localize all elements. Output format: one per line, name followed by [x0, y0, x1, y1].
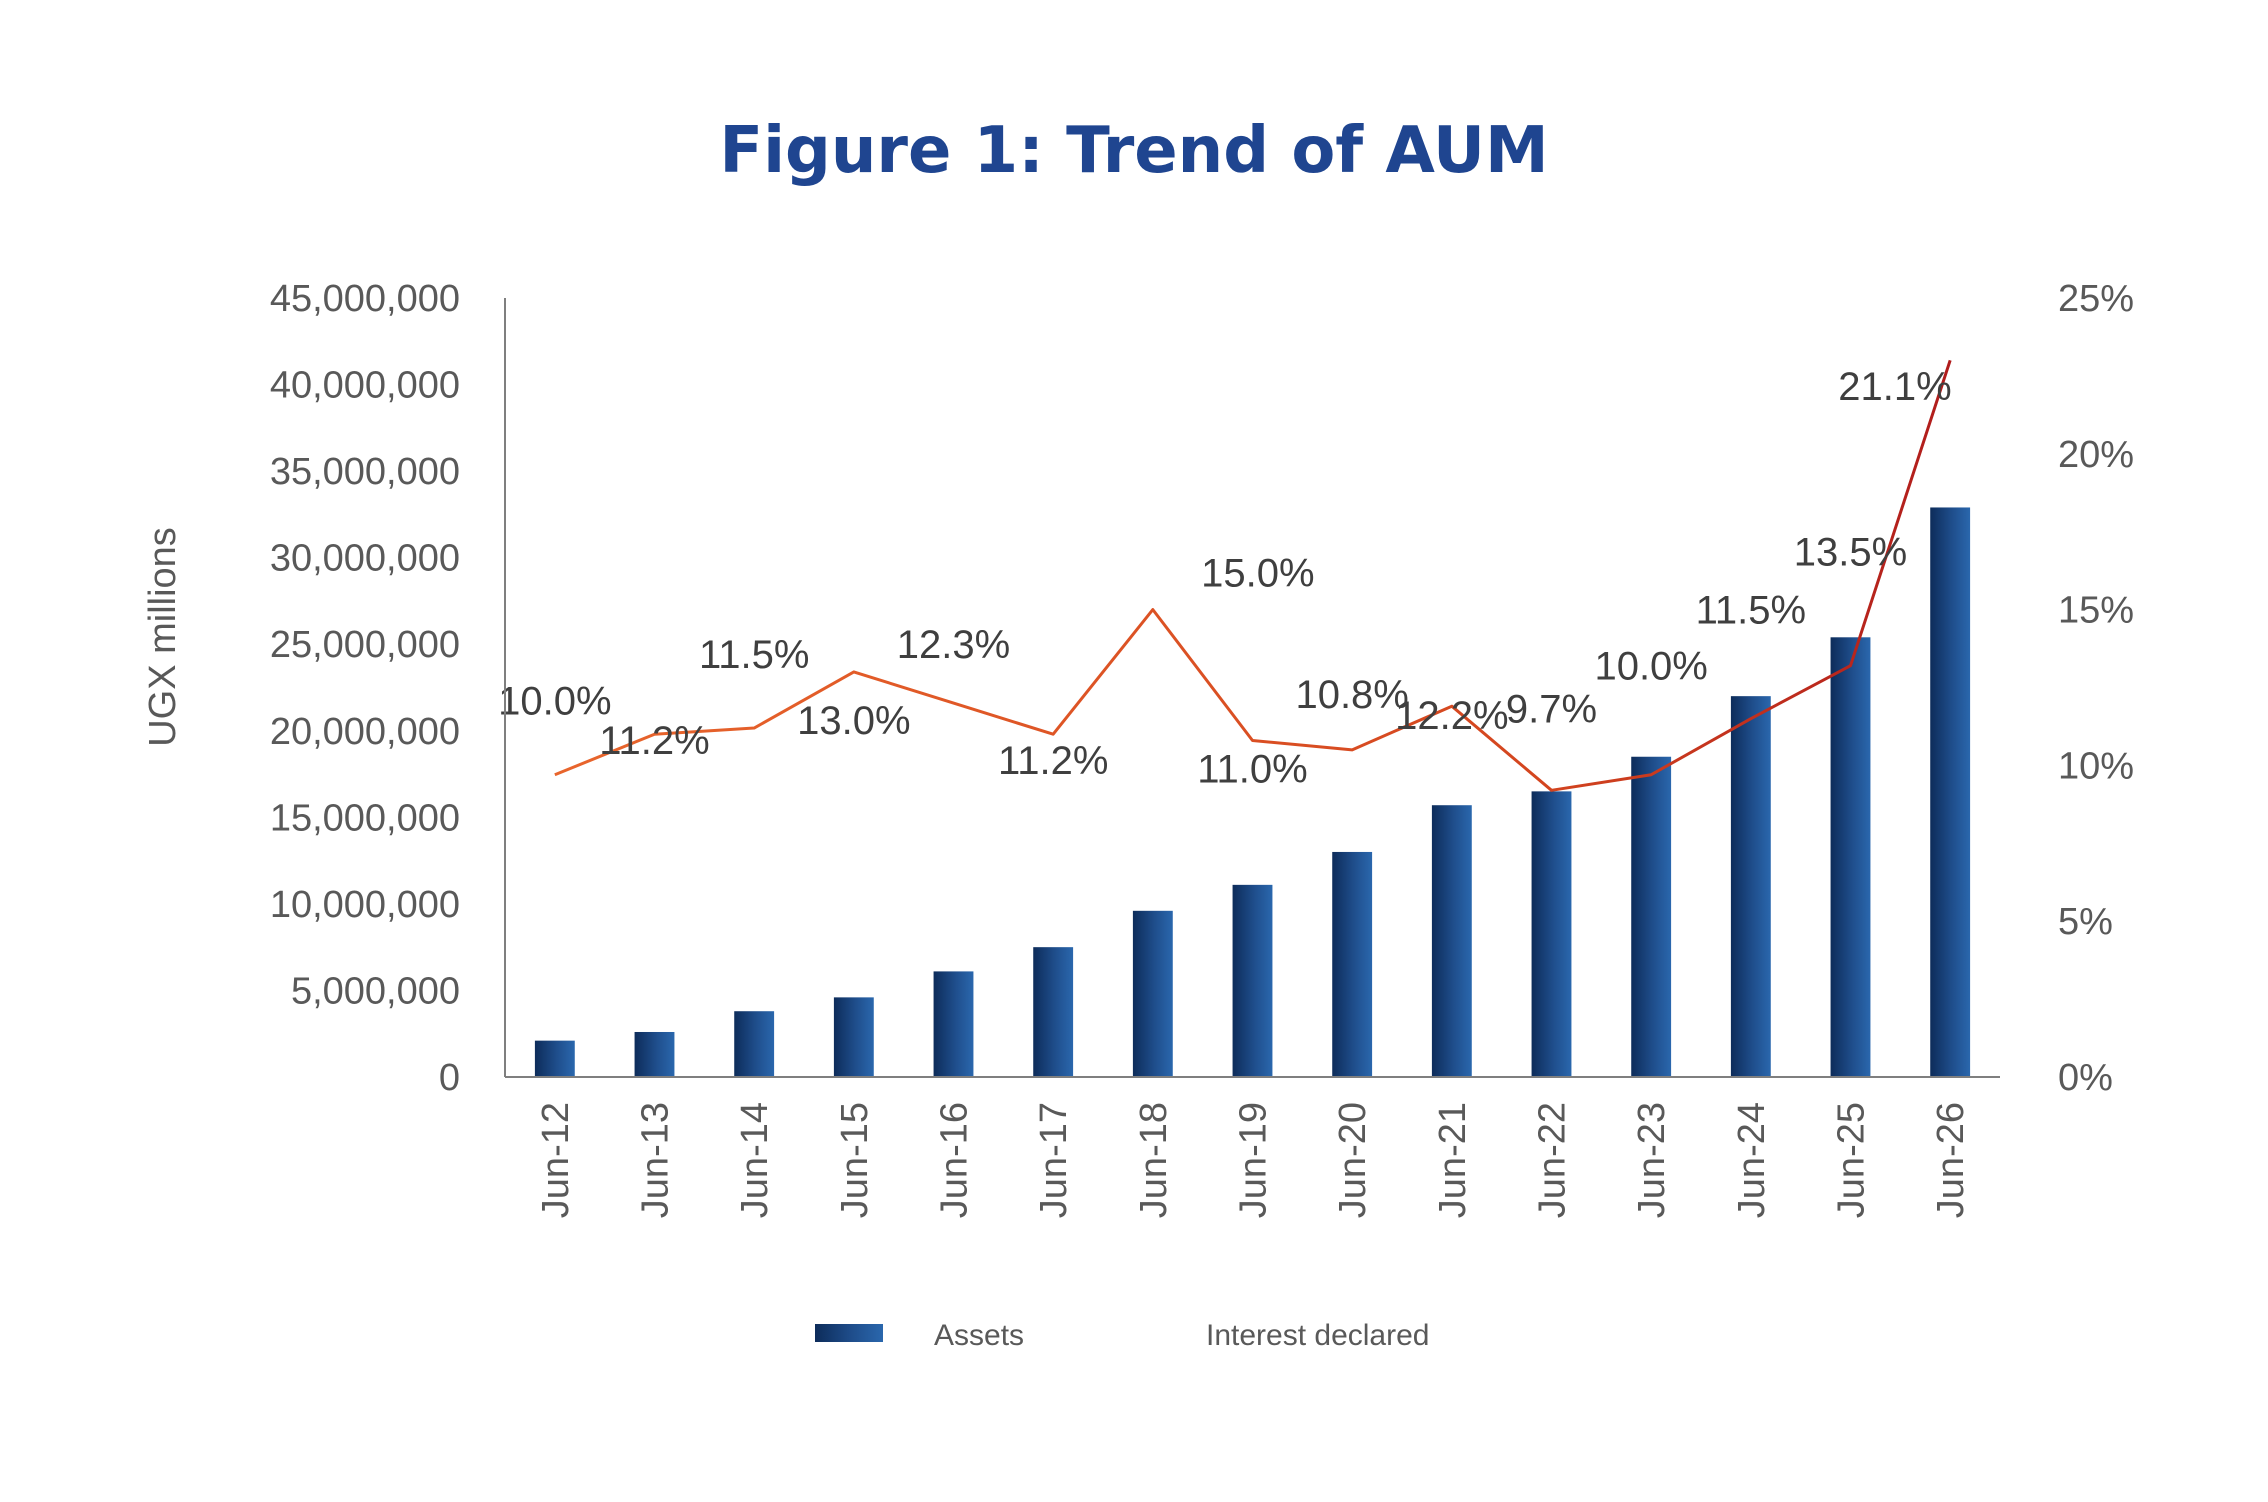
y-tick-label: 5,000,000: [291, 970, 460, 1012]
x-tick-label: Jun-22: [1532, 1102, 1574, 1218]
bar-assets: [1631, 756, 1672, 1077]
x-axis-ticks: Jun-12 Jun-13 Jun-14 Jun-15 Jun-16 Jun-17 Jun-…: [535, 1102, 1972, 1218]
data-labels: 10.0%11.2%11.5%13.0%12.3%11.2%15.0%11.0%…: [498, 365, 1952, 791]
y2-tick-label: 0%: [2058, 1057, 2113, 1099]
legend-label-assets: Assets: [934, 1319, 1024, 1352]
data-label-interest: 10.0%: [498, 680, 611, 724]
y-tick-label: 45,000,000: [270, 278, 460, 320]
x-tick-label: Jun-21: [1432, 1102, 1474, 1218]
bar-assets: [1232, 884, 1273, 1077]
data-label-interest: 15.0%: [1201, 552, 1314, 596]
x-tick-label: Jun-20: [1332, 1102, 1374, 1218]
legend-label-interest: Interest declared: [1206, 1319, 1429, 1352]
data-label-interest: 11.2%: [599, 719, 709, 763]
data-label-interest: 11.5%: [1696, 589, 1806, 633]
y2-tick-label: 5%: [2058, 901, 2113, 943]
y2-tick-label: 20%: [2058, 434, 2134, 476]
bar-assets: [1730, 696, 1771, 1077]
y-tick-label: 25,000,000: [270, 624, 460, 666]
interest-line-layer: [554, 359, 1952, 792]
x-tick-label: Jun-18: [1133, 1102, 1175, 1218]
x-tick-label: Jun-16: [934, 1102, 976, 1218]
y2-tick-label: 25%: [2058, 278, 2134, 320]
data-label-interest: 9.7%: [1506, 687, 1597, 731]
y-tick-label: 30,000,000: [270, 538, 460, 580]
bar-assets: [1132, 910, 1173, 1077]
y-axis-title: UGX millions: [142, 527, 184, 747]
bar-assets: [534, 1040, 575, 1077]
data-label-interest: 12.2%: [1395, 694, 1508, 738]
y-tick-label: 35,000,000: [270, 451, 460, 493]
data-label-interest: 13.0%: [797, 699, 910, 743]
data-label-interest: 21.1%: [1838, 365, 1951, 409]
bar-assets: [1531, 791, 1572, 1077]
series-line-interest: [554, 359, 1952, 792]
y2-tick-label: 15%: [2058, 590, 2134, 632]
x-tick-label: Jun-26: [1930, 1102, 1972, 1218]
y2-tick-label: 10%: [2058, 745, 2134, 787]
bar-assets: [833, 997, 874, 1077]
y-tick-label: 15,000,000: [270, 797, 460, 839]
chart-title: Figure 1: Trend of AUM: [719, 114, 1548, 188]
bar-assets: [734, 1011, 775, 1077]
bars: [534, 507, 1971, 1077]
legend-swatch-assets: [815, 1324, 883, 1342]
bar-assets: [933, 971, 974, 1077]
x-tick-label: Jun-23: [1631, 1102, 1673, 1218]
bar-assets: [1830, 637, 1871, 1077]
y-tick-label: 0: [439, 1057, 460, 1099]
x-tick-label: Jun-19: [1233, 1102, 1275, 1218]
x-tick-label: Jun-25: [1831, 1102, 1873, 1218]
bar-assets: [1431, 805, 1472, 1077]
x-tick-label: Jun-24: [1731, 1102, 1773, 1218]
bar-assets: [1332, 851, 1373, 1077]
x-tick-label: Jun-13: [635, 1102, 677, 1218]
y-axis-ticks: 0 5,000,000 10,000,000 15,000,000 20,000,000…: [270, 278, 460, 1099]
data-label-interest: 13.5%: [1794, 531, 1907, 575]
data-label-interest: 12.3%: [897, 623, 1010, 667]
data-label-interest: 10.0%: [1594, 645, 1707, 689]
y-tick-label: 40,000,000: [270, 365, 460, 407]
y-tick-label: 10,000,000: [270, 884, 460, 926]
x-tick-label: Jun-15: [834, 1102, 876, 1218]
bar-assets: [634, 1031, 675, 1077]
bar-assets: [1930, 507, 1971, 1077]
x-tick-label: Jun-17: [1033, 1102, 1075, 1218]
legend: Assets Interest declared: [815, 1319, 1429, 1352]
y2-axis-ticks: 0% 5% 10% 15% 20% 25%: [2058, 278, 2134, 1099]
y-tick-label: 20,000,000: [270, 711, 460, 753]
data-label-interest: 11.2%: [998, 739, 1108, 783]
data-label-interest: 11.0%: [1197, 747, 1307, 791]
x-tick-label: Jun-14: [734, 1102, 776, 1218]
bar-assets: [1033, 947, 1074, 1077]
x-tick-label: Jun-12: [535, 1102, 577, 1218]
data-label-interest: 10.8%: [1295, 673, 1408, 717]
data-label-interest: 11.5%: [699, 633, 809, 677]
